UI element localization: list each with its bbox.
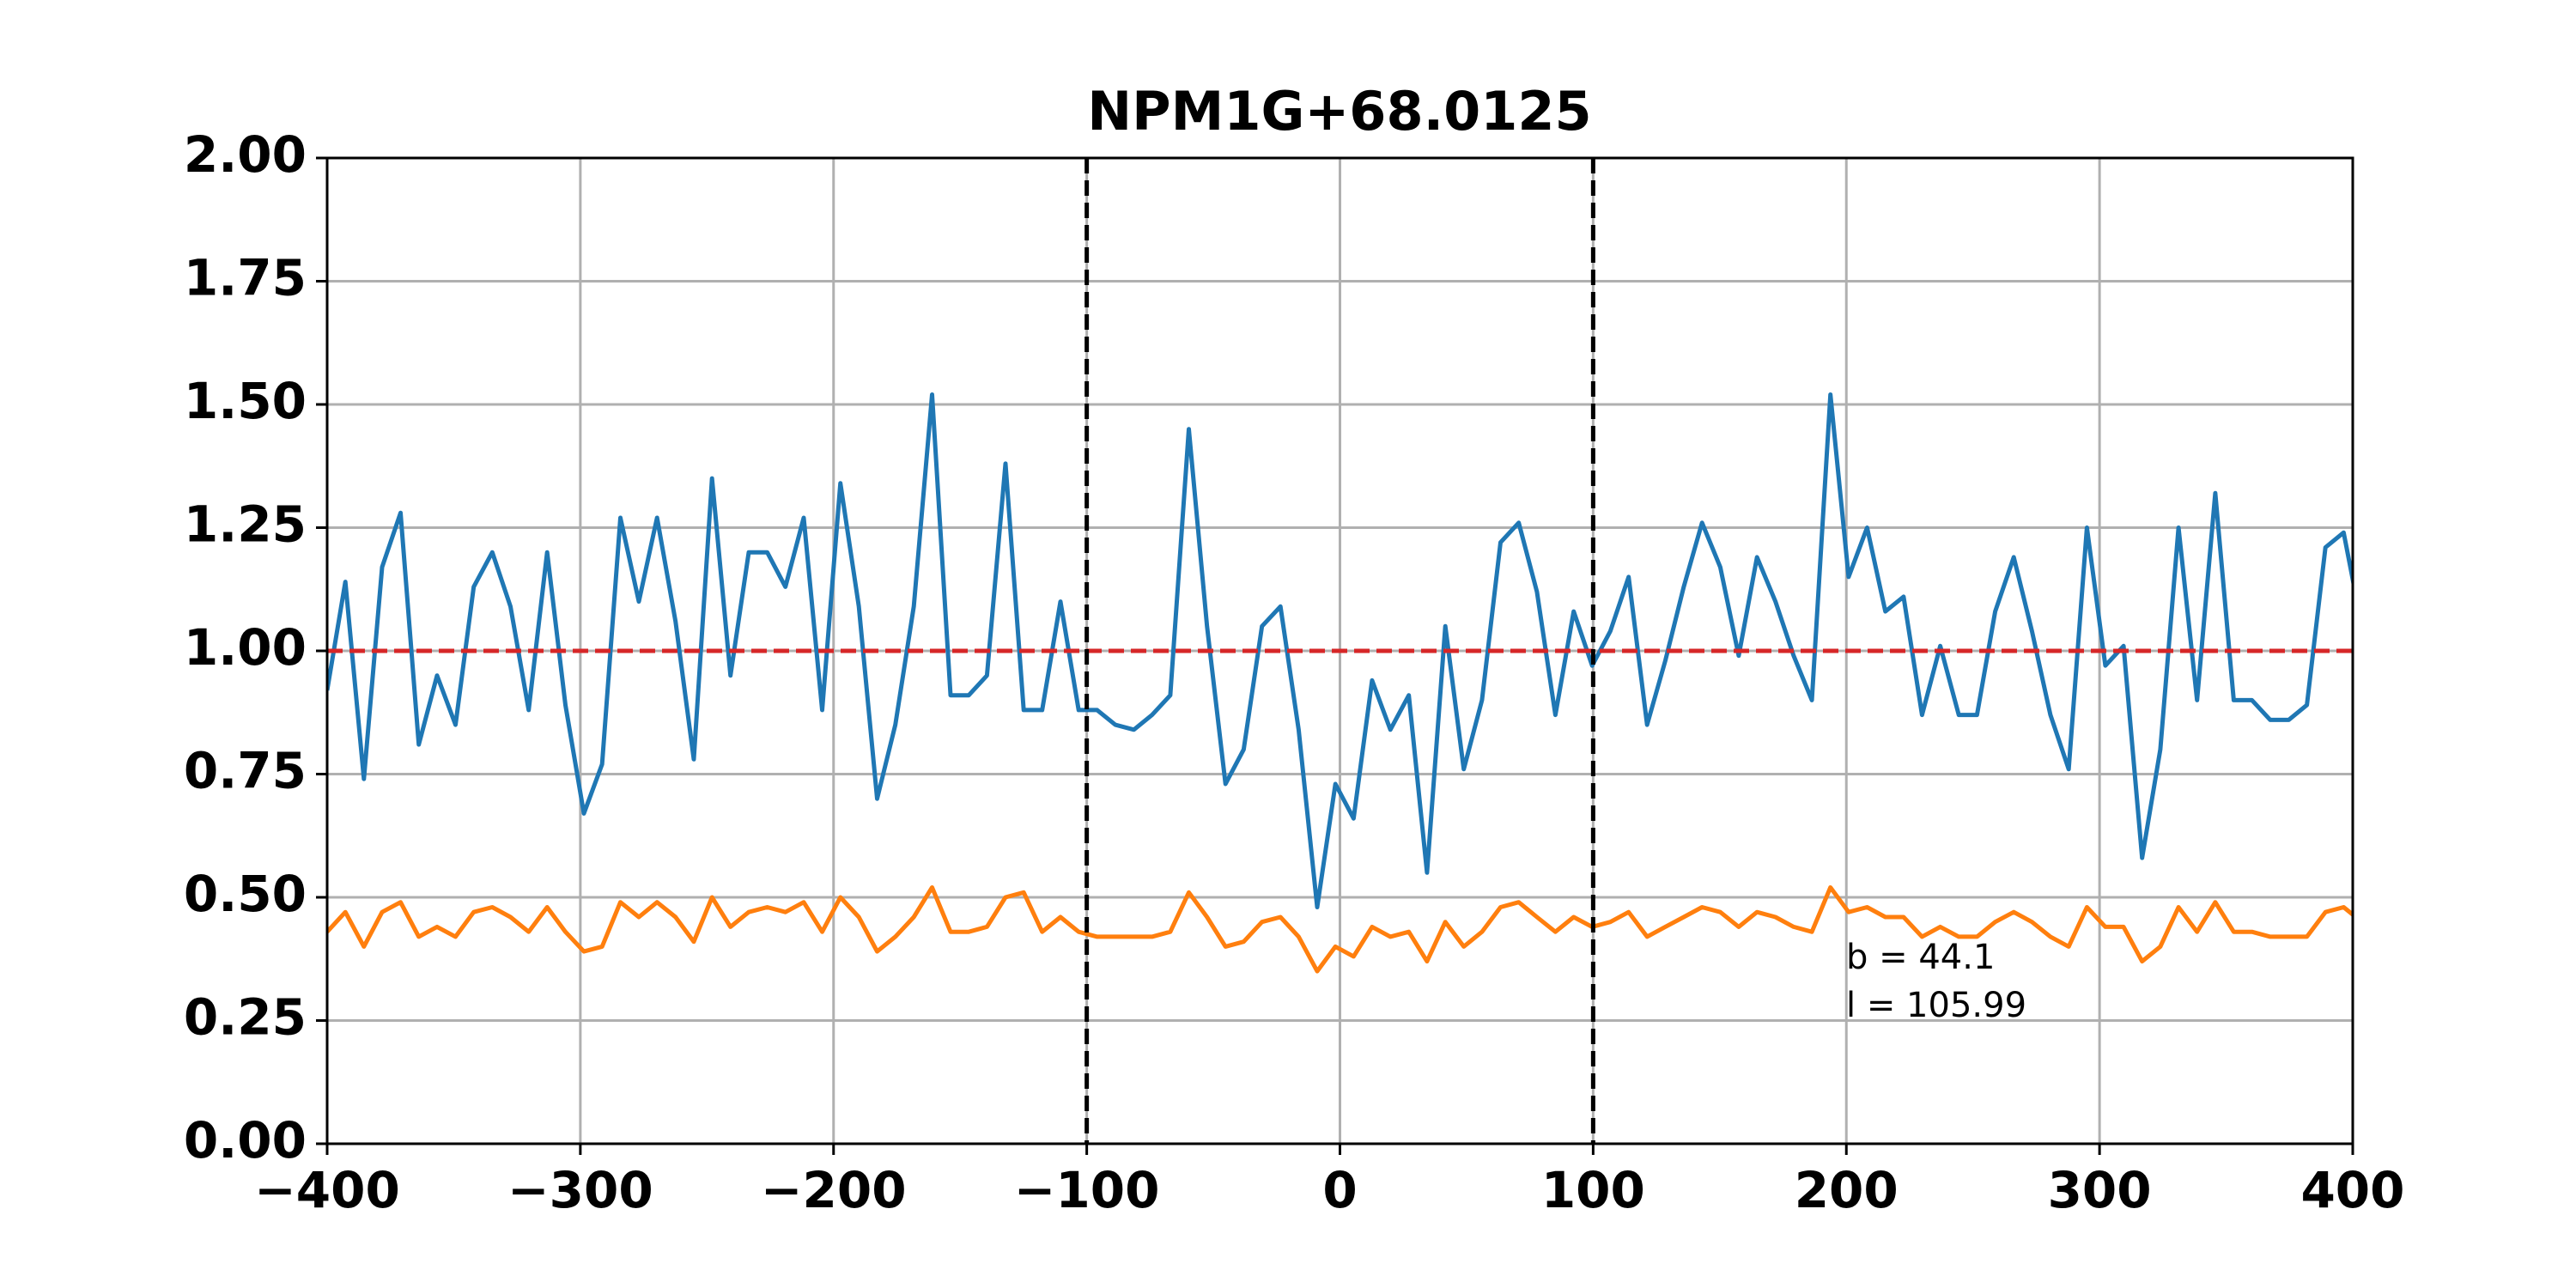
y-tick-label: 0.25: [184, 988, 307, 1047]
y-tick-label: 1.00: [184, 618, 307, 677]
y-tick-label: 2.00: [184, 125, 307, 184]
x-tick-label: 200: [1795, 1161, 1899, 1219]
y-tick-label: 0.00: [184, 1111, 307, 1170]
y-tick-label: 1.75: [184, 249, 307, 307]
x-tick-label: −300: [507, 1161, 653, 1219]
data-line: [327, 885, 2353, 974]
y-tick-label: 0.50: [184, 865, 307, 923]
data-line: [327, 392, 2353, 909]
annotation: l = 105.99: [1846, 986, 2026, 1025]
chart-title: NPM1G+68.0125: [1087, 80, 1591, 143]
y-tick-label: 0.75: [184, 742, 307, 800]
x-tick-label: −200: [761, 1161, 907, 1219]
x-tick-label: 100: [1541, 1161, 1645, 1219]
x-tick-label: 300: [2048, 1161, 2152, 1219]
x-tick-label: −100: [1014, 1161, 1160, 1219]
x-tick-label: 0: [1322, 1161, 1357, 1219]
y-tick-label: 1.25: [184, 495, 307, 554]
annotation: b = 44.1: [1846, 938, 1995, 977]
y-tick-label: 1.50: [184, 372, 307, 430]
x-tick-label: −400: [254, 1161, 400, 1219]
x-tick-label: 400: [2300, 1161, 2404, 1219]
plot-area: [327, 158, 2353, 1144]
plot-frame: [325, 156, 2354, 1145]
